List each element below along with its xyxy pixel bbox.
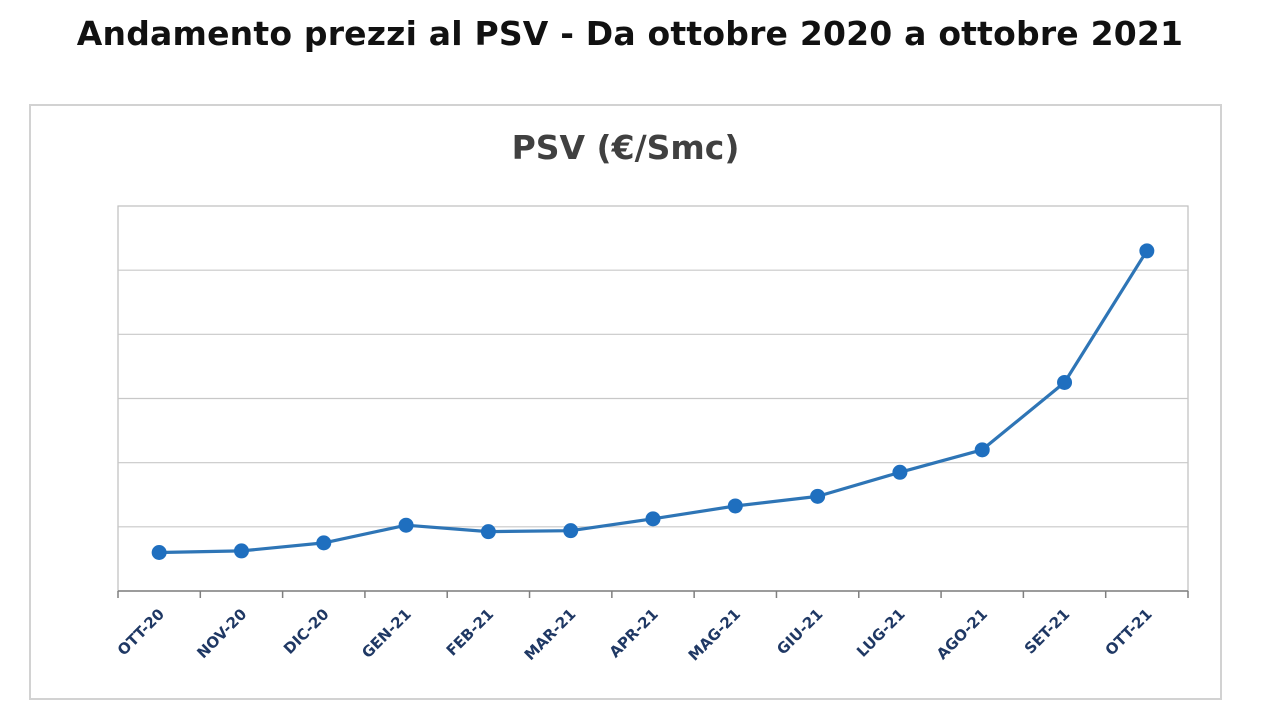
x-tick-label: FEB-21 xyxy=(443,605,497,659)
data-point-lug-21 xyxy=(892,464,908,480)
gridlines xyxy=(118,269,1188,528)
x-tick-label: NOV-20 xyxy=(193,605,250,662)
x-tick-labels: OTT-20 NOV-20 DIC-20 GEN-21 FEB-21 MAR-21 APR-… xyxy=(114,605,1156,664)
data-point-set-21 xyxy=(1057,374,1073,390)
x-tick-label: OTT-21 xyxy=(1102,605,1156,659)
chart-frame xyxy=(29,104,1222,700)
data-point-giu-21 xyxy=(810,488,826,504)
x-axis xyxy=(117,590,1189,598)
data-point-nov-20 xyxy=(233,543,249,559)
data-point-gen-21 xyxy=(398,517,414,533)
x-tick-label: MAG-21 xyxy=(685,605,744,664)
x-tick-label: DIC-20 xyxy=(280,605,333,658)
x-tick-label: GEN-21 xyxy=(358,605,415,662)
data-point-ott-20 xyxy=(151,545,167,560)
data-point-dic-20 xyxy=(316,535,332,551)
data-point-feb-21 xyxy=(480,524,496,540)
page-title: Andamento prezzi al PSV - Da ottobre 202… xyxy=(76,14,1184,53)
data-point-apr-21 xyxy=(645,511,661,527)
data-point-mar-21 xyxy=(563,523,579,539)
data-point-mag-21 xyxy=(727,498,743,514)
x-tick-label: AGO-21 xyxy=(933,605,991,663)
data-points xyxy=(151,243,1155,560)
x-tick-label: SET-21 xyxy=(1021,605,1073,657)
data-point-ott-21 xyxy=(1139,243,1155,259)
x-tick-label: GIU-21 xyxy=(773,605,826,658)
x-tick-label: APR-21 xyxy=(606,605,662,661)
data-point-ago-21 xyxy=(974,442,990,458)
x-tick-label: OTT-20 xyxy=(114,605,168,659)
series-psv xyxy=(157,249,1149,555)
chart-title: PSV (€/Smc) xyxy=(511,128,740,167)
series-line xyxy=(157,249,1149,555)
x-tick-label: LUG-21 xyxy=(853,605,909,661)
x-tick-label: MAR-21 xyxy=(521,605,580,664)
